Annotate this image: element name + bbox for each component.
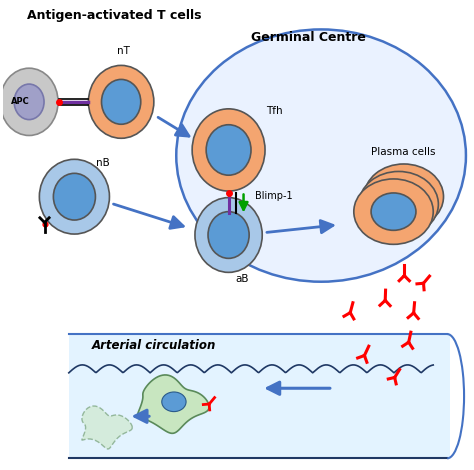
Text: aB: aB [236,274,249,284]
Ellipse shape [208,212,249,258]
Text: Plasma cells: Plasma cells [371,147,435,157]
Text: Germinal Centre: Germinal Centre [251,31,366,44]
Ellipse shape [376,186,421,223]
Polygon shape [69,334,449,458]
Text: Antigen-activated T cells: Antigen-activated T cells [27,9,201,22]
Polygon shape [137,375,209,433]
Ellipse shape [382,178,426,215]
Polygon shape [82,406,132,449]
Ellipse shape [354,179,433,244]
Text: nT: nT [117,46,130,56]
Ellipse shape [101,79,141,124]
Ellipse shape [0,68,58,135]
Ellipse shape [359,172,438,237]
Text: Blimp-1: Blimp-1 [255,190,292,201]
Ellipse shape [176,30,466,282]
Text: Tfh: Tfh [266,106,283,116]
Ellipse shape [39,159,109,234]
Ellipse shape [162,392,186,412]
Text: APC: APC [11,97,30,106]
Ellipse shape [89,65,154,138]
Ellipse shape [206,125,251,175]
Ellipse shape [54,173,95,220]
Ellipse shape [195,197,262,273]
Ellipse shape [14,84,44,119]
Text: Arterial circulation: Arterial circulation [92,339,217,352]
Ellipse shape [192,109,265,191]
Ellipse shape [371,193,416,230]
Ellipse shape [364,164,444,229]
Text: nB: nB [97,158,110,168]
